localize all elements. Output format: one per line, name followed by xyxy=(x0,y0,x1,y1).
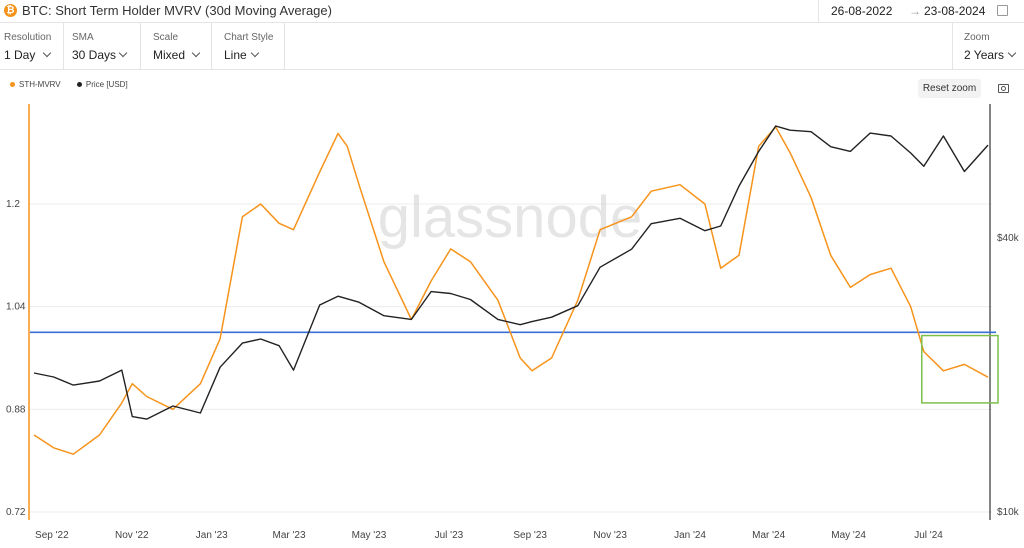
y-left-tick-label: 0.72 xyxy=(6,507,26,518)
resolution-select[interactable]: Resolution 1 Day xyxy=(0,23,64,69)
highlight-box xyxy=(921,334,999,404)
arrow-right-icon: → xyxy=(909,4,921,18)
y-left-tick-label: 0.88 xyxy=(6,404,26,415)
sma-select[interactable]: SMA 30 Days xyxy=(64,23,141,69)
bitcoin-icon: ₿ xyxy=(4,4,17,17)
chart-legend: STH-MVRV Price [USD] xyxy=(10,80,128,89)
zoom-value[interactable]: 2 Years xyxy=(964,48,1005,62)
sma-label: SMA xyxy=(72,32,94,43)
x-tick-label: Nov '23 xyxy=(593,530,627,541)
chart-area[interactable]: glassnode 1.2 1.04 0.88 0.72 $40k $10k Sep '22 N… xyxy=(0,100,1024,548)
x-tick-label: Nov '22 xyxy=(115,530,149,541)
x-tick-label: Jul '24 xyxy=(914,530,943,541)
camera-icon[interactable] xyxy=(998,84,1009,93)
sma-value[interactable]: 30 Days xyxy=(72,48,117,62)
legend-item-price[interactable]: Price [USD] xyxy=(76,80,128,89)
scale-value[interactable]: Mixed xyxy=(153,48,186,62)
date-from[interactable]: 26-08-2022 xyxy=(831,4,893,18)
toolbar: Resolution 1 Day SMA 30 Days Scale Mixed… xyxy=(0,23,1024,70)
legend-item-mvrv[interactable]: STH-MVRV xyxy=(10,80,61,89)
x-tick-label: May '23 xyxy=(352,530,387,541)
title-bar: ₿ BTC: Short Term Holder MVRV (30d Movin… xyxy=(0,0,1024,23)
y-left-tick-label: 1.04 xyxy=(6,302,26,313)
y-left-tick-label: 1.2 xyxy=(6,199,20,210)
zoom-label: Zoom xyxy=(964,32,990,43)
x-tick-label: Jan '23 xyxy=(196,530,228,541)
legend-label-mvrv: STH-MVRV xyxy=(19,80,61,89)
x-tick-label: Mar '24 xyxy=(752,530,785,541)
date-to[interactable]: 23-08-2024 xyxy=(924,4,986,18)
legend-dot-icon xyxy=(10,82,15,88)
x-tick-label: Jul '23 xyxy=(435,530,464,541)
chart-style-select[interactable]: Chart Style Line xyxy=(212,23,285,69)
chevron-down-icon xyxy=(118,48,128,58)
chart-title: BTC: Short Term Holder MVRV (30d Moving … xyxy=(22,3,332,18)
scale-select[interactable]: Scale Mixed xyxy=(141,23,212,69)
x-tick-label: May '24 xyxy=(831,530,866,541)
x-tick-label: Sep '22 xyxy=(35,530,69,541)
date-range-picker[interactable]: 26-08-2022 → 23-08-2024 xyxy=(818,0,1019,22)
series-line-price[interactable] xyxy=(33,125,989,420)
y-right-tick-label: $10k xyxy=(997,507,1020,518)
legend-label-price: Price [USD] xyxy=(85,80,128,89)
chevron-down-icon xyxy=(1007,48,1017,58)
watermark-text: glassnode xyxy=(378,185,642,250)
chevron-down-icon xyxy=(42,48,52,58)
scale-label: Scale xyxy=(153,32,179,43)
x-tick-label: Jan '24 xyxy=(674,530,706,541)
resolution-label: Resolution xyxy=(4,32,52,43)
chart-style-label: Chart Style xyxy=(224,32,274,43)
chevron-down-icon xyxy=(191,48,201,58)
chart-style-value[interactable]: Line xyxy=(224,48,247,62)
reset-zoom-button[interactable]: Reset zoom xyxy=(918,79,981,98)
resolution-value[interactable]: 1 Day xyxy=(4,48,36,62)
x-tick-label: Mar '23 xyxy=(273,530,306,541)
zoom-select[interactable]: Zoom 2 Years xyxy=(952,23,1024,69)
x-tick-label: Sep '23 xyxy=(513,530,547,541)
y-right-tick-label: $40k xyxy=(997,233,1020,244)
legend-dot-icon xyxy=(76,82,82,88)
chevron-down-icon xyxy=(250,48,260,58)
series-line-mvrv[interactable] xyxy=(33,126,989,455)
calendar-icon[interactable] xyxy=(997,5,1008,16)
